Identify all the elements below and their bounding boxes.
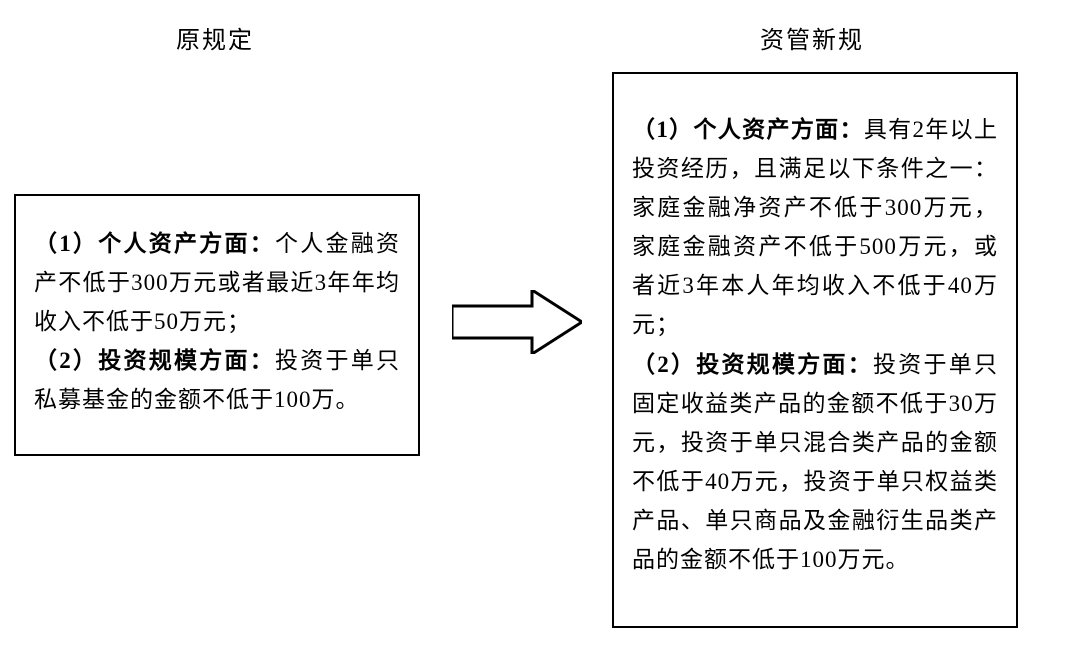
- left-box: （1）个人资产方面：个人金融资产不低于300万元或者最近3年年均收入不低于50万…: [14, 194, 420, 456]
- right-item1-label: （1）个人资产方面：: [632, 117, 864, 142]
- right-item2-text: 投资于单只固定收益类产品的金额不低于30万元，投资于单只混合类产品的金额不低于4…: [632, 352, 998, 572]
- left-title: 原规定: [176, 20, 254, 55]
- right-item1-text: 具有2年以上投资经历，且满足以下条件之一：家庭金融净资产不低于300万元，家庭金…: [632, 117, 998, 337]
- right-box: （1）个人资产方面：具有2年以上投资经历，且满足以下条件之一：家庭金融净资产不低…: [612, 72, 1018, 628]
- arrow-icon: [452, 290, 582, 354]
- right-item2-label: （2）投资规模方面：: [632, 352, 873, 377]
- right-title: 资管新规: [760, 20, 864, 55]
- left-item1-label: （1）个人资产方面：: [34, 231, 275, 256]
- left-item2-label: （2）投资规模方面：: [34, 348, 275, 373]
